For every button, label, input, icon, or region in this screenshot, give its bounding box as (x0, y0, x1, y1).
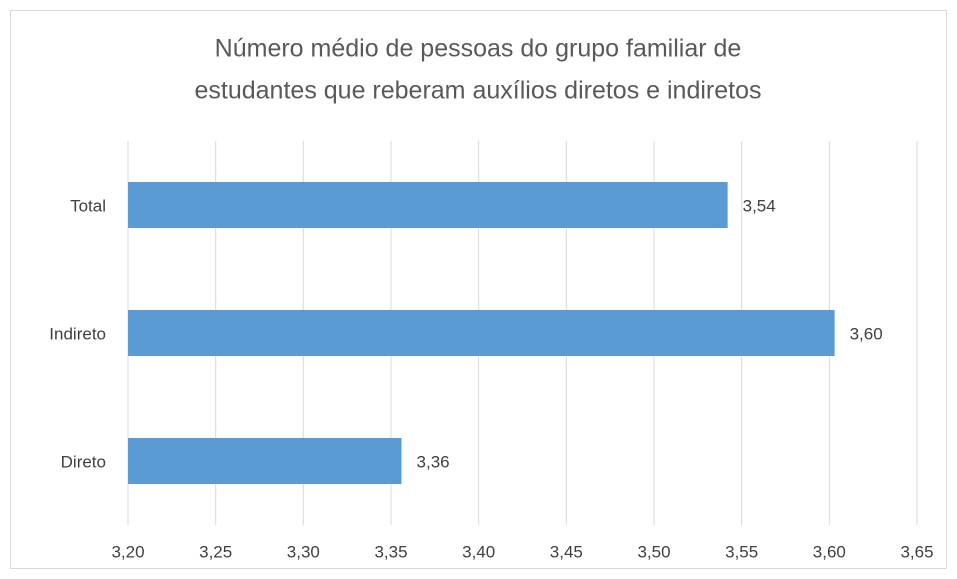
x-tick-label: 3,20 (111, 542, 144, 561)
x-tick-label: 3,40 (462, 542, 495, 561)
x-tick-label: 3,45 (550, 542, 583, 561)
bar (128, 438, 402, 484)
y-tick-label: Total (70, 196, 106, 215)
y-tick-label: Direto (61, 452, 106, 471)
x-tick-label: 3,55 (725, 542, 758, 561)
data-label: 3,36 (417, 452, 450, 471)
chart-title: Número médio de pessoas do grupo familia… (215, 35, 742, 63)
x-tick-label: 3,60 (813, 542, 846, 561)
bar (128, 182, 728, 228)
x-tick-label: 3,35 (374, 542, 407, 561)
x-tick-label: 3,30 (287, 542, 320, 561)
y-tick-label: Indireto (49, 324, 106, 343)
x-tick-label: 3,25 (199, 542, 232, 561)
x-tick-label: 3,50 (637, 542, 670, 561)
x-tick-label: 3,65 (900, 542, 933, 561)
data-label: 3,54 (743, 196, 776, 215)
bar (128, 310, 835, 356)
data-label: 3,60 (850, 324, 883, 343)
chart-title: estudantes que reberam auxílios diretos … (195, 77, 762, 105)
